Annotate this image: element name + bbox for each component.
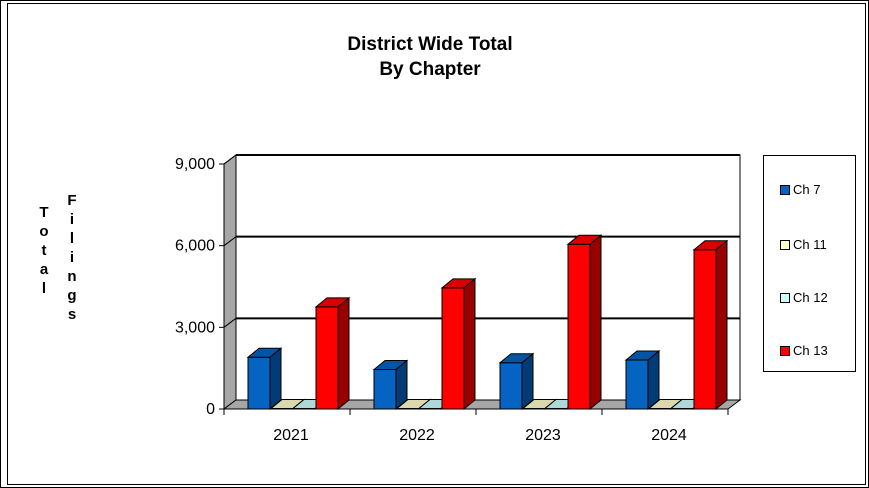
gridline-side [223,317,237,328]
bar-front [315,306,339,410]
bar-side [337,296,350,411]
legend-item: Ch 7 [780,182,820,197]
bar-side [715,239,728,411]
legend-swatch [780,345,790,356]
legend-item: Ch 13 [780,343,828,358]
y-axis-label-char: n [67,268,76,285]
y-axis-label-char: t [42,242,47,259]
bar-front [373,369,397,410]
chart-frame [7,3,866,485]
bar-ch-13-2022 [440,277,477,411]
y-axis-label-char: i [70,249,74,266]
bar-front [499,362,523,410]
bar-front [625,359,649,410]
y-axis-label-char: l [42,280,46,297]
y-axis-label-char: a [40,261,49,278]
bar-front [567,243,591,410]
y-axis-label-char: o [39,223,48,240]
bar-ch-7-2022 [372,359,409,411]
legend-item: Ch 11 [780,237,827,252]
legend-label: Ch 12 [793,290,828,305]
y-tick-label: 6,000 [175,238,215,255]
y-axis-label-char: l [70,230,74,247]
chart-subtitle: By Chapter [379,59,481,80]
legend-label: Ch 13 [793,343,828,358]
chart-side-wall [223,154,237,410]
bar-ch-7-2021 [246,347,283,411]
bar-front [441,287,465,410]
y-tick-label: 9,000 [175,156,215,173]
legend-item: Ch 12 [780,290,828,305]
bar-ch-13-2021 [314,296,351,411]
bar-side [269,347,282,411]
y-axis-label-char: F [67,192,76,209]
legend-label: Ch 11 [793,237,827,252]
bar-front [693,249,717,410]
bar-ch-7-2023 [498,352,535,411]
gridline-side [223,236,237,247]
chart-back-wall [235,154,741,401]
bar-ch-13-2024 [692,239,729,411]
y-axis-label-char: i [70,211,74,228]
bar-side [589,234,602,411]
chart-legend: Ch 7 Ch 11 Ch 12 Ch 13 [763,155,856,372]
legend-swatch [780,184,790,195]
bar-front [247,356,271,410]
legend-swatch [780,239,790,250]
x-tick-label: 2024 [651,427,687,444]
y-tick-label: 0 [206,401,215,418]
bar-side [647,349,660,411]
legend-swatch [780,292,790,303]
bar-side [463,277,476,411]
gridline-side [223,154,237,165]
y-axis-label-char: T [39,204,48,221]
x-tick-label: 2022 [399,427,435,444]
bar-side [521,352,534,411]
x-tick-label: 2023 [525,427,561,444]
bar-ch-13-2023 [566,234,603,411]
y-tick-label: 3,000 [175,319,215,336]
bar-ch-7-2024 [624,349,661,411]
y-axis-label-char: g [67,287,76,304]
legend-label: Ch 7 [793,182,821,197]
chart-title: District Wide Total [347,34,513,55]
x-tick-label: 2021 [273,427,309,444]
y-axis-label-char: s [68,306,76,323]
